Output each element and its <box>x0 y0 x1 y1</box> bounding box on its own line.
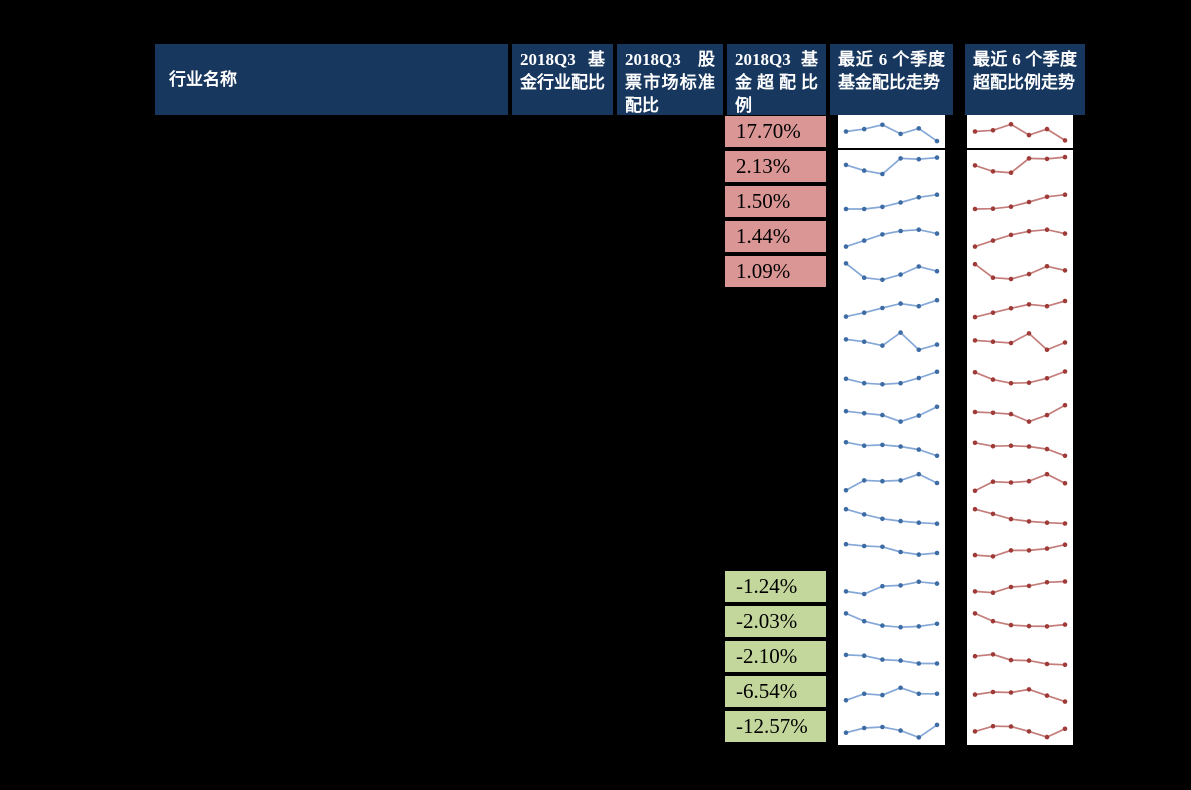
overweight-trend-sparkline-svg <box>972 122 1068 143</box>
overweight-trend-sparkline <box>967 255 1073 290</box>
overweight-ratio-cell: 1.50% <box>725 185 826 220</box>
overweight-trend-sparkline-svg <box>972 369 1068 386</box>
overweight-trend-sparkline <box>967 570 1073 605</box>
fund-trend-sparkline <box>838 535 945 570</box>
fund-trend-sparkline <box>838 255 945 290</box>
fund-allocation-trend-column <box>838 115 945 745</box>
overweight-trend-sparkline-svg <box>972 579 1068 595</box>
overweight-trend-sparkline-svg <box>972 261 1068 282</box>
col-header-2018q3-fund-allocation: 2018Q3 基金行业配比 <box>512 44 613 115</box>
fund-trend-sparkline <box>838 395 945 430</box>
fund-trend-sparkline <box>838 185 945 220</box>
col-header-fund-allocation-trend: 最近 6 个季度基金配比走势 <box>830 44 953 115</box>
overweight-trend-sparkline-svg <box>972 471 1068 494</box>
overweight-trend-sparkline-svg <box>972 227 1068 249</box>
fund-trend-sparkline <box>838 500 945 535</box>
fund-trend-sparkline-svg <box>843 471 940 493</box>
overweight-trend-sparkline <box>967 675 1073 710</box>
overweight-trend-sparkline <box>967 500 1073 535</box>
fund-trend-sparkline <box>838 570 945 605</box>
fund-trend-sparkline-svg <box>843 192 940 212</box>
overweight-trend-sparkline <box>967 325 1073 360</box>
fund-trend-sparkline-svg <box>843 404 940 424</box>
fund-trend-sparkline-svg <box>843 611 940 630</box>
overweight-trend-sparkline-svg <box>972 298 1068 320</box>
overweight-ratio-cell: -6.54% <box>725 675 826 710</box>
fund-trend-sparkline-svg <box>843 330 940 353</box>
fund-trend-sparkline-svg <box>843 722 940 740</box>
fund-trend-sparkline <box>838 290 945 325</box>
fund-trend-sparkline-svg <box>843 506 940 526</box>
overweight-trend-column <box>967 115 1073 745</box>
overweight-ratio-cell: -12.57% <box>725 710 826 745</box>
overweight-trend-sparkline <box>967 535 1073 570</box>
fund-trend-sparkline-svg <box>843 369 940 387</box>
overweight-trend-sparkline-svg <box>972 506 1068 526</box>
fund-trend-sparkline <box>838 640 945 675</box>
overweight-trend-sparkline-svg <box>972 440 1068 459</box>
fund-trend-sparkline-svg <box>843 155 940 177</box>
overweight-trend-sparkline <box>967 395 1073 430</box>
fund-trend-sparkline-svg <box>843 440 940 459</box>
overweight-trend-sparkline-svg <box>972 723 1068 740</box>
overweight-trend-sparkline-svg <box>972 331 1068 353</box>
fund-trend-sparkline-svg <box>843 261 940 283</box>
fund-trend-sparkline <box>838 115 945 150</box>
fund-trend-sparkline-svg <box>843 227 940 249</box>
fund-trend-sparkline <box>838 150 945 185</box>
overweight-trend-sparkline <box>967 465 1073 500</box>
overweight-trend-sparkline-svg <box>972 611 1068 629</box>
overweight-trend-sparkline <box>967 430 1073 465</box>
overweight-trend-sparkline <box>967 220 1073 255</box>
overweight-trend-sparkline <box>967 710 1073 745</box>
fund-trend-sparkline <box>838 430 945 465</box>
overweight-trend-sparkline <box>967 360 1073 395</box>
fund-trend-sparkline <box>838 360 945 395</box>
fund-trend-sparkline <box>838 605 945 640</box>
overweight-ratio-cell: 1.44% <box>725 220 826 255</box>
fund-trend-sparkline-svg <box>843 541 940 557</box>
overweight-trend-sparkline-svg <box>972 402 1068 424</box>
col-header-2018q3-market-benchmark: 2018Q3 股票市场标准配比 <box>617 44 723 115</box>
overweight-ratio-cell: 2.13% <box>725 150 826 185</box>
fund-trend-sparkline <box>838 465 945 500</box>
fund-trend-sparkline-svg <box>843 122 940 144</box>
overweight-ratio-cell: -1.24% <box>725 570 826 605</box>
overweight-trend-sparkline <box>967 185 1073 220</box>
overweight-trend-sparkline <box>967 115 1073 150</box>
overweight-ratio-cell: 1.09% <box>725 255 826 290</box>
col-header-2018q3-overweight-ratio: 2018Q3 基金超配比例 <box>727 44 826 115</box>
fund-trend-sparkline-svg <box>843 685 940 703</box>
col-header-industry-name: 行业名称 <box>155 44 508 115</box>
overweight-trend-sparkline <box>967 150 1073 185</box>
fund-trend-sparkline-svg <box>843 297 940 319</box>
overweight-trend-sparkline <box>967 640 1073 675</box>
fund-trend-sparkline <box>838 710 945 745</box>
overweight-trend-sparkline-svg <box>972 154 1068 175</box>
overweight-trend-sparkline-svg <box>972 652 1068 668</box>
overweight-trend-sparkline <box>967 605 1073 640</box>
overweight-trend-sparkline-svg <box>972 542 1068 559</box>
col-header-overweight-ratio-trend: 最近 6 个季度超配比例走势 <box>965 44 1085 115</box>
overweight-trend-sparkline <box>967 290 1073 325</box>
fund-trend-sparkline <box>838 220 945 255</box>
fund-trend-sparkline <box>838 675 945 710</box>
overweight-trend-sparkline-svg <box>972 192 1068 212</box>
overweight-ratio-cell: -2.10% <box>725 640 826 675</box>
fund-trend-sparkline <box>838 325 945 360</box>
overweight-trend-sparkline-svg <box>972 687 1068 704</box>
fund-trend-sparkline-svg <box>843 652 940 666</box>
fund-trend-sparkline-svg <box>843 579 940 597</box>
overweight-ratio-cell: -2.03% <box>725 605 826 640</box>
overweight-ratio-cell: 17.70% <box>725 115 826 150</box>
